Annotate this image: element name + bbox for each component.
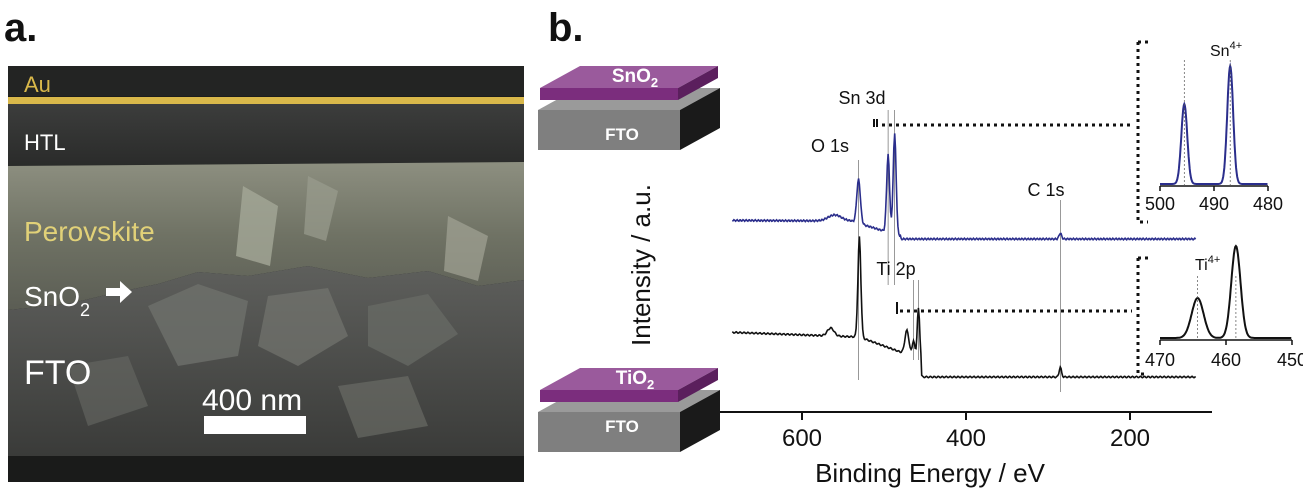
ti-inset-trace xyxy=(1160,244,1292,339)
ti-tick-label: 460 xyxy=(1211,350,1241,370)
ti-tick-label: 470 xyxy=(1145,350,1175,370)
peak-label-sn3d: Sn 3d xyxy=(838,88,885,108)
schematic-sno2-fto: SnO2 FTO xyxy=(538,66,720,150)
sn-inset-guides xyxy=(1183,60,1231,186)
x-tick-label: 400 xyxy=(946,425,986,452)
sn-inset-plot: 500 490 480 Sn4+ xyxy=(1136,40,1283,224)
ti-inset-label: Ti4+ xyxy=(1195,254,1220,274)
schematic-bottom-substrate-label: FTO xyxy=(605,417,639,436)
au-layer xyxy=(8,97,524,104)
sno2-side-face xyxy=(678,66,718,100)
peak-label-ti2p: Ti 2p xyxy=(876,259,915,279)
schematic-top-substrate-label: FTO xyxy=(605,125,639,144)
tio2-front-face xyxy=(540,390,678,402)
sn-tick-label: 490 xyxy=(1199,194,1229,214)
tio2-top-face xyxy=(540,368,718,390)
htl-layer xyxy=(8,104,524,166)
fto-side-face xyxy=(680,88,720,150)
sno2-label: SnO2 xyxy=(24,281,90,320)
ti-inset-guides xyxy=(1197,276,1237,340)
scale-bar xyxy=(204,416,306,434)
x-tick-label: 600 xyxy=(782,425,822,452)
sem-cross-section-image: Au HTL Perovskite SnO2 FTO 400 nm xyxy=(8,66,524,482)
fto-front-face xyxy=(538,412,680,452)
ti-inset-plot: 470 460 450 Ti4+ xyxy=(1136,244,1303,376)
ti-tick-label: 450 xyxy=(1277,350,1303,370)
fto-front-face xyxy=(538,110,680,150)
schematic-top-layer-label: SnO2 xyxy=(612,66,658,90)
sn-inset-label: Sn4+ xyxy=(1210,40,1242,60)
au-label: Au xyxy=(24,72,51,97)
schematic-bottom-layer-label: TiO2 xyxy=(616,368,655,392)
panel-a-label: a. xyxy=(4,6,38,50)
schematic-tio2-fto: TiO2 FTO xyxy=(538,368,720,452)
sn-inset-trace xyxy=(1160,62,1268,185)
sn-tick-label: 500 xyxy=(1145,194,1175,214)
sno2-arrow-icon xyxy=(106,281,132,303)
sn-inset-ticks: 500 490 480 xyxy=(1145,186,1283,214)
panel-b-label: b. xyxy=(548,6,584,50)
ti-inset-bracket xyxy=(1136,256,1148,376)
tio2-side-face xyxy=(678,368,718,402)
sno2-top-face xyxy=(540,66,718,88)
x-axis-ticks: 600 400 200 xyxy=(782,412,1150,452)
xps-survey-plot: 600 400 200 Binding Energy / eV O 1s Sn 3d… xyxy=(720,88,1212,488)
x-axis-label: Binding Energy / eV xyxy=(815,458,1045,488)
tio2-survey-trace xyxy=(731,236,1197,379)
peak-label-c1s: C 1s xyxy=(1027,180,1064,200)
y-axis-label: Intensity / a.u. xyxy=(626,184,656,346)
perovskite-label: Perovskite xyxy=(24,216,155,247)
fto-label: FTO xyxy=(24,354,91,392)
sno2-survey-trace xyxy=(731,133,1197,242)
scale-bar-label: 400 nm xyxy=(202,384,302,417)
sno2-front-face xyxy=(540,88,678,100)
peak-guide-lines xyxy=(858,110,1061,392)
fto-side-face xyxy=(680,390,720,452)
peak-label-o1s: O 1s xyxy=(811,136,849,156)
htl-label: HTL xyxy=(24,130,66,155)
ti-inset-ticks: 470 460 450 xyxy=(1145,340,1303,370)
x-tick-label: 200 xyxy=(1110,425,1150,452)
sn-tick-label: 480 xyxy=(1253,194,1283,214)
sn-inset-bracket xyxy=(1136,40,1148,224)
xps-figure: SnO2 FTO TiO2 FTO Intensity / a.u. 600 40… xyxy=(538,40,1303,488)
